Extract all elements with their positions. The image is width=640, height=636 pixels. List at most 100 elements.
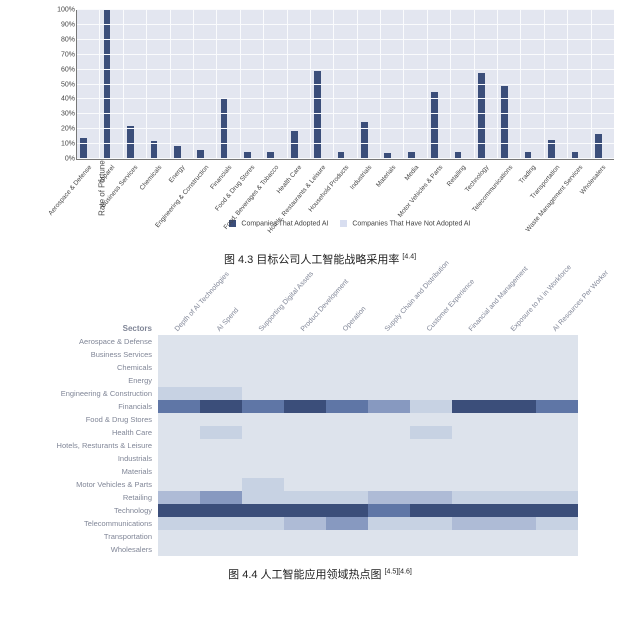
heatmap-cell — [410, 478, 452, 491]
bar-plot-area: 0%10%20%30%40%50%60%70%80%90%100% — [76, 10, 614, 160]
bar-x-labels: Aerospace & DefenseApparelBusiness Servi… — [76, 160, 614, 216]
heatmap-cell — [410, 452, 452, 465]
heatmap-cell — [368, 335, 410, 348]
figure-caption-4-4: 图 4.4 人工智能应用领域热点图 [4.5][4.6] — [0, 566, 640, 582]
y-tick: 50% — [53, 81, 75, 88]
heatmap-cell — [284, 543, 326, 556]
y-tick: 0% — [53, 156, 75, 163]
heatmap-cell — [200, 439, 242, 452]
heatmap-cell — [494, 439, 536, 452]
heatmap-cell — [452, 543, 494, 556]
heatmap-cell — [326, 335, 368, 348]
heatmap-cell — [158, 387, 200, 400]
heatmap-cell — [536, 491, 578, 504]
heatmap-row-label: Health Care — [28, 426, 158, 439]
heatmap-cell — [158, 439, 200, 452]
heatmap-cell — [158, 543, 200, 556]
heatmap-cell — [242, 452, 284, 465]
heatmap-row-label: Aerospace & Defense — [28, 335, 158, 348]
heatmap-cell — [536, 478, 578, 491]
heatmap-cell — [326, 413, 368, 426]
heatmap-cell — [200, 400, 242, 413]
heatmap-cell — [410, 504, 452, 517]
heatmap-cell — [368, 543, 410, 556]
heatmap-row-label: Chemicals — [28, 361, 158, 374]
heatmap-cell — [494, 530, 536, 543]
heatmap-cell — [494, 426, 536, 439]
heatmap-cell — [368, 465, 410, 478]
heatmap-cell — [452, 491, 494, 504]
heatmap-cell — [452, 387, 494, 400]
heatmap-cell — [200, 387, 242, 400]
heatmap-cell — [536, 530, 578, 543]
heatmap-cell — [284, 348, 326, 361]
heatmap-cell — [284, 374, 326, 387]
heatmap-cell — [410, 348, 452, 361]
bar-adopted — [478, 73, 485, 159]
heatmap-row-label: Retailing — [28, 491, 158, 504]
heatmap-cell — [242, 543, 284, 556]
bar-series-container — [77, 10, 614, 159]
heatmap-cell — [368, 439, 410, 452]
heatmap-cell — [158, 413, 200, 426]
heatmap-cell — [200, 491, 242, 504]
heatmap-cell — [242, 478, 284, 491]
heatmap-cell — [410, 400, 452, 413]
heatmap-cell — [452, 517, 494, 530]
heatmap-row-label: Financials — [28, 400, 158, 413]
heatmap-cell — [284, 439, 326, 452]
heatmap-cell — [536, 348, 578, 361]
heatmap-cell — [242, 465, 284, 478]
heatmap-row-label: Engineering & Construction — [28, 387, 158, 400]
heatmap-cell — [452, 335, 494, 348]
y-tick: 10% — [53, 141, 75, 148]
heatmap-cell — [200, 335, 242, 348]
heatmap-cell — [494, 517, 536, 530]
heatmap-cell — [452, 361, 494, 374]
heatmap-cell — [494, 413, 536, 426]
heatmap-cell — [536, 543, 578, 556]
heatmap-cell — [284, 452, 326, 465]
legend-label-adopted: Companies That Adopted AI — [241, 220, 328, 227]
heatmap-cell — [242, 504, 284, 517]
heatmap-cell — [410, 465, 452, 478]
heatmap-cell — [158, 361, 200, 374]
heatmap-cell — [452, 413, 494, 426]
heatmap-cell — [326, 465, 368, 478]
figure-caption-4-3-ref: [4.4] — [402, 253, 416, 260]
heatmap-cell — [410, 335, 452, 348]
heatmap-cell — [242, 387, 284, 400]
heatmap-cell — [452, 439, 494, 452]
heatmap-cell — [200, 504, 242, 517]
heatmap-cell — [242, 491, 284, 504]
heatmap-cell — [242, 530, 284, 543]
heatmap-cell — [410, 439, 452, 452]
heatmap-cell — [242, 361, 284, 374]
heatmap-cell — [242, 439, 284, 452]
heatmap-cell — [368, 400, 410, 413]
heatmap-row-label: Wholesalers — [28, 543, 158, 556]
heatmap-cell — [326, 491, 368, 504]
heatmap-cell — [368, 426, 410, 439]
heatmap-cell — [410, 361, 452, 374]
heatmap-cell — [494, 491, 536, 504]
heatmap-cell — [326, 348, 368, 361]
heatmap-cell — [284, 491, 326, 504]
heatmap-cell — [494, 543, 536, 556]
heatmap-cell — [326, 543, 368, 556]
heatmap-row-label: Motor Vehicles & Parts — [28, 478, 158, 491]
bar-adopted — [501, 86, 508, 159]
heatmap-cell — [536, 426, 578, 439]
x-category-label: Apparel — [97, 164, 117, 186]
heatmap-cell — [200, 374, 242, 387]
x-category-label: Aerospace & Defense — [47, 164, 93, 217]
heatmap-cell — [410, 517, 452, 530]
heatmap-cell — [242, 400, 284, 413]
y-tick: 40% — [53, 96, 75, 103]
heatmap-cell — [284, 504, 326, 517]
heatmap-cell — [536, 400, 578, 413]
bar-adopted — [595, 134, 602, 159]
heatmap-cell — [158, 530, 200, 543]
heatmap-cell — [284, 361, 326, 374]
heatmap-cell — [368, 504, 410, 517]
